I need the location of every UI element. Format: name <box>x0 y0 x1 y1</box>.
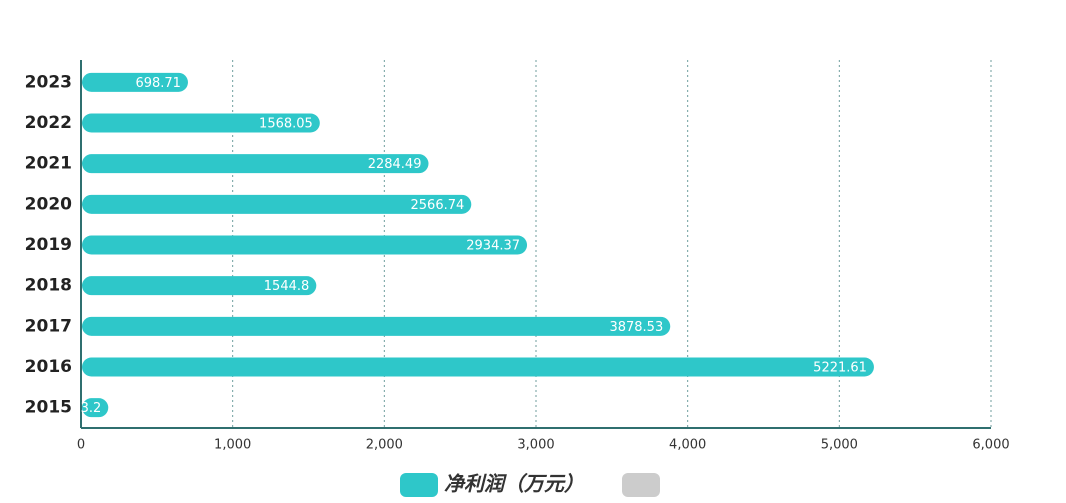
bar <box>82 72 188 92</box>
legend-swatch <box>400 473 438 497</box>
x-tick-label: 3,000 <box>517 438 554 453</box>
y-tick-label: 2016 <box>25 357 72 377</box>
x-tick-label: 5,000 <box>821 438 858 453</box>
x-tick-label: 4,000 <box>669 438 706 453</box>
legend-label: 净利润（万元） <box>444 472 584 496</box>
y-tick-label: 2018 <box>25 276 72 296</box>
y-tick-label: 2020 <box>25 194 72 214</box>
y-tick-label: 2017 <box>25 316 72 336</box>
bar <box>82 357 874 377</box>
value-label: 698.71 <box>135 76 181 91</box>
value-label: 1544.8 <box>264 279 310 294</box>
value-label: 1568.05 <box>259 117 313 132</box>
value-label: 173.2 <box>64 401 101 416</box>
value-label: 2934.37 <box>466 239 520 254</box>
value-label: 3878.53 <box>609 320 663 335</box>
y-tick-label: 2022 <box>25 113 72 133</box>
value-label: 2284.49 <box>368 157 422 172</box>
y-tick-label: 2021 <box>25 154 72 174</box>
legend-swatch-empty <box>622 473 660 497</box>
bar <box>82 316 671 336</box>
bar <box>82 398 109 418</box>
y-tick-label: 2019 <box>25 235 72 255</box>
bar <box>82 154 429 174</box>
x-tick-label: 6,000 <box>972 438 1009 453</box>
x-tick-label: 2,000 <box>366 438 403 453</box>
value-label: 2566.74 <box>411 198 465 213</box>
bar <box>82 276 317 296</box>
y-tick-label: 2023 <box>25 72 72 92</box>
bar <box>82 194 472 214</box>
bar <box>82 235 528 255</box>
x-tick-label: 0 <box>77 438 85 453</box>
value-label: 5221.61 <box>813 361 867 376</box>
y-tick-label: 2015 <box>25 398 72 418</box>
x-tick-label: 1,000 <box>214 438 251 453</box>
bar <box>82 113 320 133</box>
